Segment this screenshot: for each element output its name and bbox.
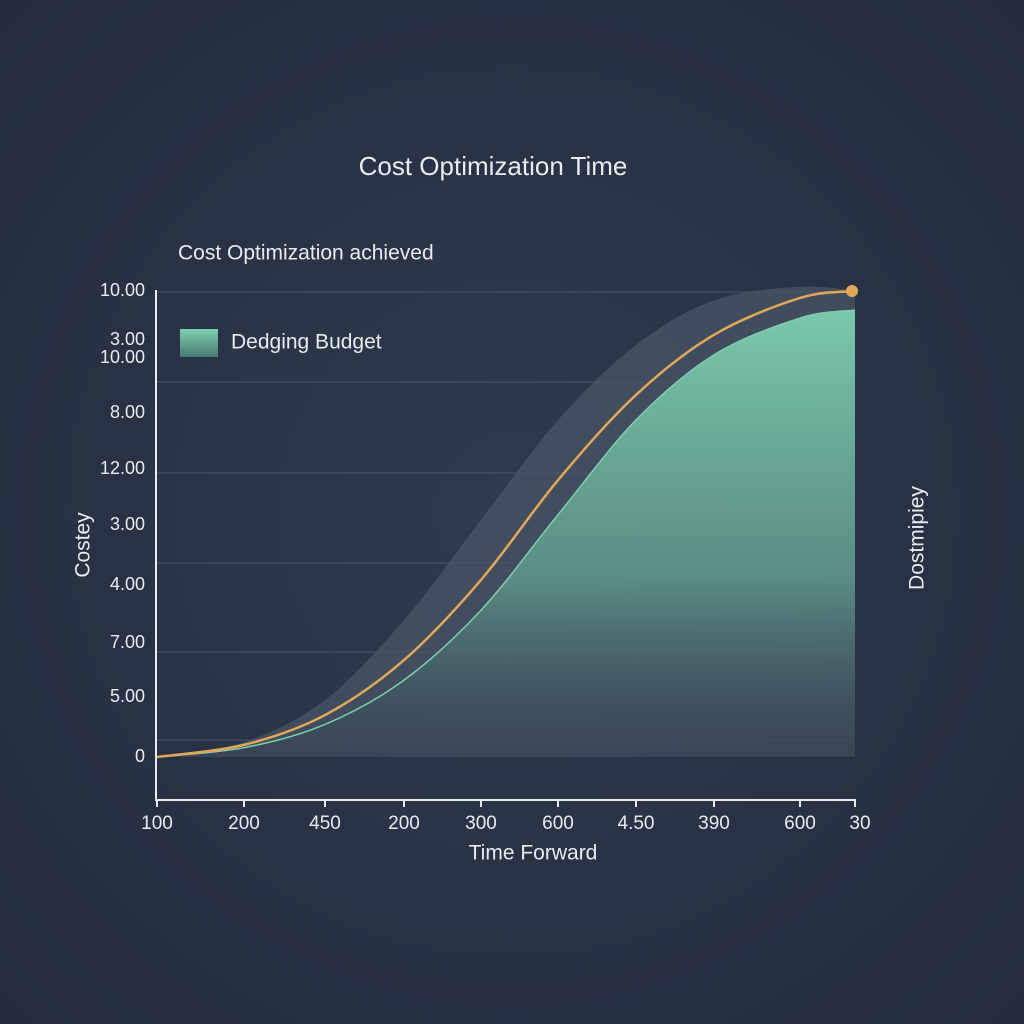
- y2-axis-label: Dostmipiey: [906, 486, 929, 590]
- x-tick-label: 390: [698, 813, 730, 834]
- chart-title: Cost Optimization Time: [359, 151, 628, 181]
- x-tick-label: 200: [228, 813, 260, 834]
- y-axis-label: Costey: [72, 512, 95, 578]
- legend-label: Dedging Budget: [231, 331, 382, 354]
- x-tick-label: 300: [465, 813, 497, 834]
- line: [156, 289, 856, 759]
- x-tick-label: 30: [849, 813, 870, 834]
- y-tick-label: 8.00: [110, 402, 145, 422]
- y-tick-label: 10.00: [100, 347, 145, 367]
- x-tick-label: 4.50: [618, 813, 655, 834]
- x-tick-label: 450: [309, 813, 341, 834]
- y-tick-label: 4.00: [110, 574, 145, 594]
- y-tick-label: 12.00: [100, 458, 145, 478]
- y-tick-label: 7.00: [110, 632, 145, 652]
- legend-swatch: [180, 329, 218, 357]
- y-tick-label: 5.00: [110, 686, 145, 706]
- y-tick-label: 10.00: [100, 280, 145, 300]
- area: [157, 310, 855, 757]
- area-edge: [156, 309, 856, 758]
- x-tick-label: 100: [141, 813, 173, 834]
- chart-subtitle: Cost Optimization achieved: [178, 242, 434, 265]
- y-tick-label: 3.00: [110, 514, 145, 534]
- plot-area: [156, 285, 858, 759]
- end-marker: [846, 285, 858, 297]
- x-tick-label: 200: [388, 813, 420, 834]
- x-tick-label: 600: [542, 813, 574, 834]
- x-tick-label: 600: [784, 813, 816, 834]
- y-tick-label: 3.00: [110, 329, 145, 349]
- y-tick-label: 0: [135, 746, 145, 766]
- x-axis-label: Time Forward: [469, 842, 598, 865]
